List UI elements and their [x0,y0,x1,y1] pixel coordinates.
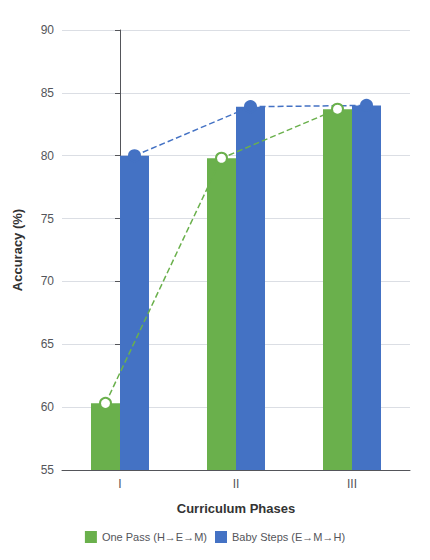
svg-text:Curriculum Phases: Curriculum Phases [177,501,296,516]
svg-text:80: 80 [41,149,55,163]
svg-text:One Pass (H→E→M): One Pass (H→E→M) [102,531,207,543]
svg-text:II: II [233,477,240,491]
svg-text:90: 90 [41,23,55,37]
svg-text:Accuracy (%): Accuracy (%) [10,209,25,291]
svg-text:75: 75 [41,212,55,226]
svg-text:III: III [347,477,357,491]
svg-text:65: 65 [41,337,55,351]
svg-text:70: 70 [41,274,55,288]
svg-text:Baby Steps (E→M→H): Baby Steps (E→M→H) [232,531,345,543]
svg-text:I: I [118,477,121,491]
svg-text:85: 85 [41,86,55,100]
svg-text:60: 60 [41,400,55,414]
svg-text:55: 55 [41,463,55,477]
